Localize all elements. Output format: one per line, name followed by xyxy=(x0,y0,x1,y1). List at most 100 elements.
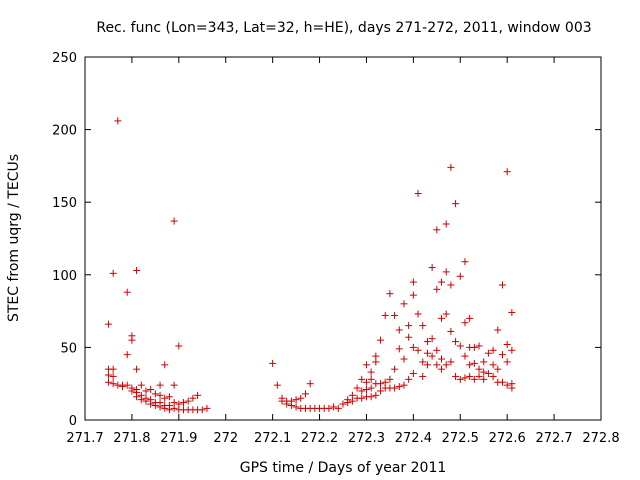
data-point xyxy=(198,406,206,414)
x-axis-label: GPS time / Days of year 2011 xyxy=(240,460,447,476)
data-point xyxy=(456,375,464,383)
data-point xyxy=(433,361,441,369)
data-point xyxy=(165,406,173,414)
data-point xyxy=(395,326,403,334)
data-point xyxy=(292,403,300,411)
data-point xyxy=(377,380,385,388)
data-point xyxy=(334,404,342,412)
data-point xyxy=(147,400,155,408)
data-point xyxy=(137,381,145,389)
data-point xyxy=(367,368,375,376)
data-point xyxy=(480,375,488,383)
data-point xyxy=(184,397,192,405)
data-point xyxy=(170,381,178,389)
data-point xyxy=(362,361,370,369)
data-point xyxy=(161,394,169,402)
data-point xyxy=(489,346,497,354)
data-point xyxy=(461,374,469,382)
data-point xyxy=(442,310,450,318)
data-point xyxy=(494,365,502,373)
data-point xyxy=(409,370,417,378)
x-tick-label: 272.2 xyxy=(301,431,338,446)
data-point xyxy=(104,378,112,386)
data-point xyxy=(447,358,455,366)
data-point xyxy=(438,278,446,286)
data-point xyxy=(480,358,488,366)
data-point xyxy=(165,393,173,401)
data-point xyxy=(409,343,417,351)
data-point xyxy=(339,400,347,408)
data-point xyxy=(109,380,117,388)
data-point xyxy=(362,378,370,386)
data-point xyxy=(367,375,375,383)
data-point xyxy=(452,338,460,346)
data-point xyxy=(494,326,502,334)
data-point xyxy=(503,168,511,176)
data-point xyxy=(442,361,450,369)
data-point xyxy=(348,397,356,405)
y-axis-label: STEC from uqrg / TECUs xyxy=(6,154,22,322)
data-point xyxy=(438,365,446,373)
data-point xyxy=(292,396,300,404)
data-point xyxy=(461,319,469,327)
data-point xyxy=(442,268,450,276)
data-point xyxy=(133,365,141,373)
data-point xyxy=(400,355,408,363)
data-point xyxy=(428,335,436,343)
data-point xyxy=(475,342,483,350)
data-point xyxy=(133,266,141,274)
data-point xyxy=(306,380,314,388)
data-point xyxy=(466,314,474,322)
data-point xyxy=(414,310,422,318)
data-point xyxy=(330,403,338,411)
x-tick-label: 272.1 xyxy=(254,431,291,446)
data-point xyxy=(508,384,516,392)
x-tick-label: 272.5 xyxy=(442,431,479,446)
data-point xyxy=(423,338,431,346)
data-point xyxy=(133,393,141,401)
data-point xyxy=(386,375,394,383)
data-point xyxy=(419,322,427,330)
data-point xyxy=(470,343,478,351)
x-tick-label: 271.8 xyxy=(113,431,150,446)
data-point xyxy=(381,311,389,319)
data-point xyxy=(151,390,159,398)
data-point xyxy=(142,387,150,395)
data-point xyxy=(414,189,422,197)
data-point xyxy=(409,278,417,286)
data-point xyxy=(470,359,478,367)
data-point xyxy=(344,399,352,407)
data-point xyxy=(358,375,366,383)
data-point xyxy=(170,404,178,412)
data-point xyxy=(466,361,474,369)
data-point xyxy=(489,372,497,380)
data-point xyxy=(419,372,427,380)
data-point xyxy=(367,393,375,401)
x-tick-label: 271.9 xyxy=(160,431,197,446)
x-tick-label: 272.7 xyxy=(535,431,572,446)
data-point xyxy=(433,226,441,234)
data-point xyxy=(428,264,436,272)
data-point xyxy=(409,291,417,299)
data-point xyxy=(470,375,478,383)
data-point xyxy=(367,384,375,392)
data-point xyxy=(508,309,516,317)
data-point xyxy=(109,372,117,380)
data-point xyxy=(203,404,211,412)
data-point xyxy=(170,217,178,225)
data-point xyxy=(386,290,394,298)
data-point xyxy=(123,381,131,389)
data-point xyxy=(461,352,469,360)
data-point xyxy=(498,281,506,289)
data-point xyxy=(405,375,413,383)
data-point xyxy=(452,372,460,380)
data-point xyxy=(194,391,202,399)
x-tick-label: 271.7 xyxy=(66,431,103,446)
data-point xyxy=(109,365,117,373)
data-point xyxy=(142,397,150,405)
data-point xyxy=(423,361,431,369)
data-point xyxy=(128,336,136,344)
data-point xyxy=(147,386,155,394)
data-point xyxy=(447,327,455,335)
